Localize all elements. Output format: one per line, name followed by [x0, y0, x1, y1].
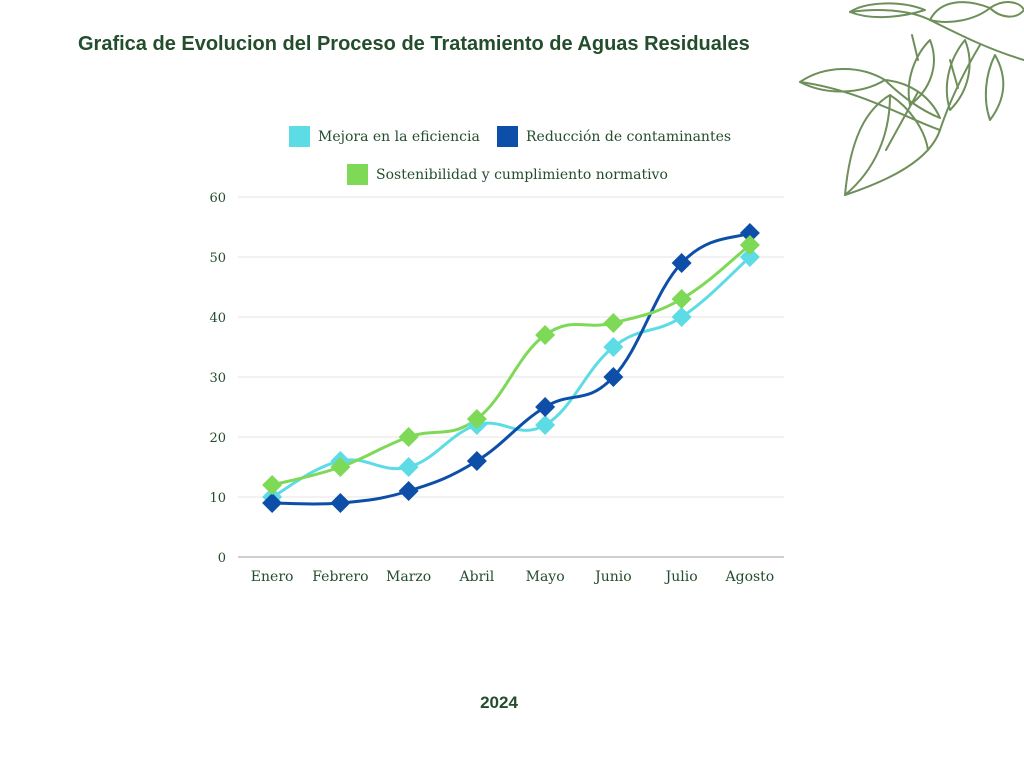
data-point — [603, 337, 624, 357]
legend-swatch — [347, 164, 368, 185]
data-point — [262, 493, 283, 513]
data-point — [535, 397, 556, 417]
y-tick-label: 0 — [218, 551, 226, 566]
data-point — [330, 493, 351, 513]
series-markers — [262, 223, 760, 513]
data-point — [398, 457, 419, 477]
data-point — [535, 325, 556, 345]
data-point — [603, 313, 624, 333]
y-tick-label: 20 — [209, 431, 226, 446]
data-point — [739, 235, 760, 255]
x-axis-ticks: Enero Febrero Marzo Abril Mayo Junio Julio Agos… — [251, 569, 774, 585]
x-tick-label: Febrero — [312, 569, 368, 585]
data-point — [739, 247, 760, 267]
data-point — [671, 307, 692, 327]
x-tick-label: Junio — [593, 569, 632, 585]
page-title: Grafica de Evolucion del Proceso de Trat… — [78, 33, 750, 55]
data-point — [671, 289, 692, 309]
data-point — [466, 409, 487, 429]
leaf-branch-icon — [799, 1, 1024, 196]
chart-legend: Mejora en la eficiencia Reducción de cont… — [289, 126, 731, 185]
data-point — [330, 457, 351, 477]
legend-label: Reducción de contaminantes — [526, 129, 731, 145]
data-point — [603, 367, 624, 387]
series-line-3 — [270, 243, 752, 487]
data-point — [535, 415, 556, 435]
data-point — [466, 451, 487, 471]
x-tick-label: Enero — [251, 569, 294, 585]
series-line-2 — [270, 231, 752, 506]
y-tick-label: 50 — [209, 251, 226, 266]
legend-swatch — [497, 126, 518, 147]
y-tick-label: 60 — [209, 191, 226, 206]
legend-label: Mejora en la eficiencia — [318, 129, 480, 145]
x-tick-label: Marzo — [386, 569, 431, 585]
y-tick-label: 40 — [209, 311, 226, 326]
year-label: 2024 — [480, 693, 518, 712]
legend-swatch — [289, 126, 310, 147]
data-point — [398, 427, 419, 447]
data-point — [398, 481, 419, 501]
chart-grid — [238, 196, 784, 558]
y-axis-ticks: 0 10 20 30 40 50 60 — [209, 191, 226, 566]
legend-label: Sostenibilidad y cumplimiento normativo — [376, 167, 668, 183]
data-point — [671, 253, 692, 273]
data-point — [262, 475, 283, 495]
y-tick-label: 10 — [209, 491, 226, 506]
x-tick-label: Agosto — [725, 569, 775, 585]
x-tick-label: Julio — [664, 569, 698, 585]
data-point — [739, 223, 760, 243]
x-tick-label: Abril — [459, 569, 495, 585]
x-tick-label: Mayo — [526, 569, 565, 585]
y-tick-label: 30 — [209, 371, 226, 386]
